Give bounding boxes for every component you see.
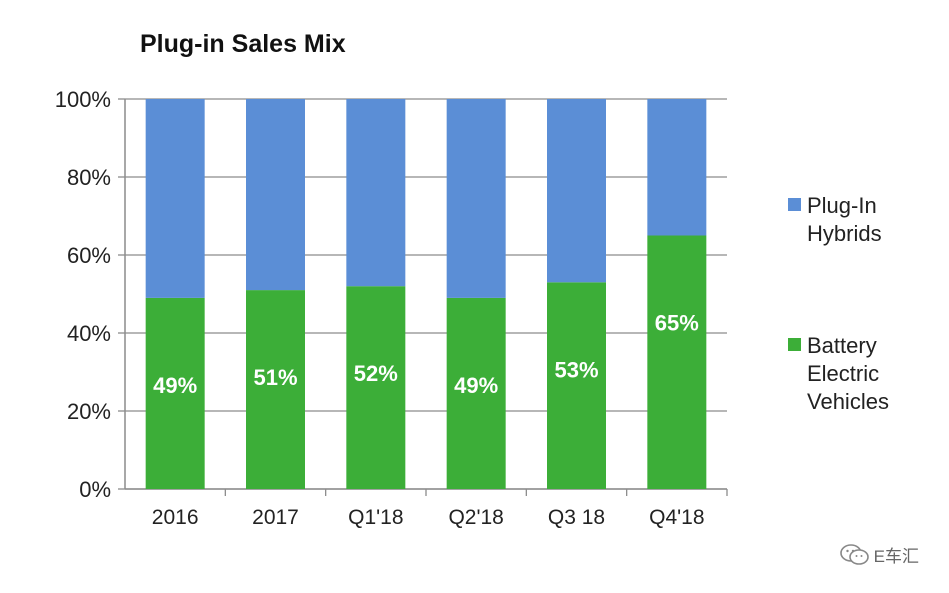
bar-plug-in-hybrids-2017 [246, 99, 305, 291]
bar-battery-electric-vehicles-q1-18 [346, 286, 406, 489]
legend-swatch-plug-in-hybrids [788, 198, 801, 211]
watermark-text: E车汇 [873, 547, 919, 566]
y-tick-label: 20% [67, 399, 111, 424]
legend-item-plug-in-hybrids: Plug-In Hybrids [788, 192, 937, 248]
x-tick-label: Q2'18 [448, 506, 503, 529]
bar-battery-electric-vehicles-2017 [246, 290, 305, 489]
y-tick-label: 40% [67, 321, 111, 346]
legend-label-plug-in-hybrids: Plug-In Hybrids [807, 193, 882, 246]
y-tick-label: 100% [55, 87, 111, 112]
bar-plug-in-hybrids-q4-18 [647, 99, 707, 236]
legend-swatch-battery-electric [788, 338, 801, 351]
bar-battery-electric-vehicles-q4-18 [647, 235, 707, 489]
wechat-icon [839, 543, 869, 565]
bar-battery-electric-vehicles-2016 [145, 297, 205, 489]
bar-battery-electric-vehicles-q2-18 [446, 297, 506, 489]
bar-plug-in-hybrids-2016 [145, 99, 205, 298]
x-tick-label: Q1'18 [348, 506, 403, 529]
chart-title: Plug-in Sales Mix [140, 30, 346, 58]
data-label: 49% [153, 373, 197, 398]
data-label: 51% [253, 365, 297, 390]
watermark: E车汇 [839, 542, 919, 567]
legend-item-battery-electric: Battery Electric Vehicles [788, 332, 937, 416]
legend-label-battery-electric: Battery Electric Vehicles [807, 333, 889, 414]
x-tick-label: Q3 18 [548, 506, 605, 529]
bar-plug-in-hybrids-q1-18 [346, 99, 406, 287]
y-tick-label: 60% [67, 243, 111, 268]
x-tick-label: 2017 [252, 506, 299, 529]
bar-plug-in-hybrids-q3-18 [547, 99, 606, 283]
data-label: 52% [354, 361, 398, 386]
data-label: 65% [655, 311, 699, 336]
x-tick-label: 2016 [152, 506, 199, 529]
data-label: 53% [554, 357, 598, 382]
y-tick-label: 0% [79, 477, 111, 502]
data-label: 49% [454, 373, 498, 398]
x-tick-label: Q4'18 [649, 506, 704, 529]
y-tick-label: 80% [67, 165, 111, 190]
bar-plug-in-hybrids-q2-18 [446, 99, 506, 298]
bar-battery-electric-vehicles-q3-18 [547, 282, 606, 489]
